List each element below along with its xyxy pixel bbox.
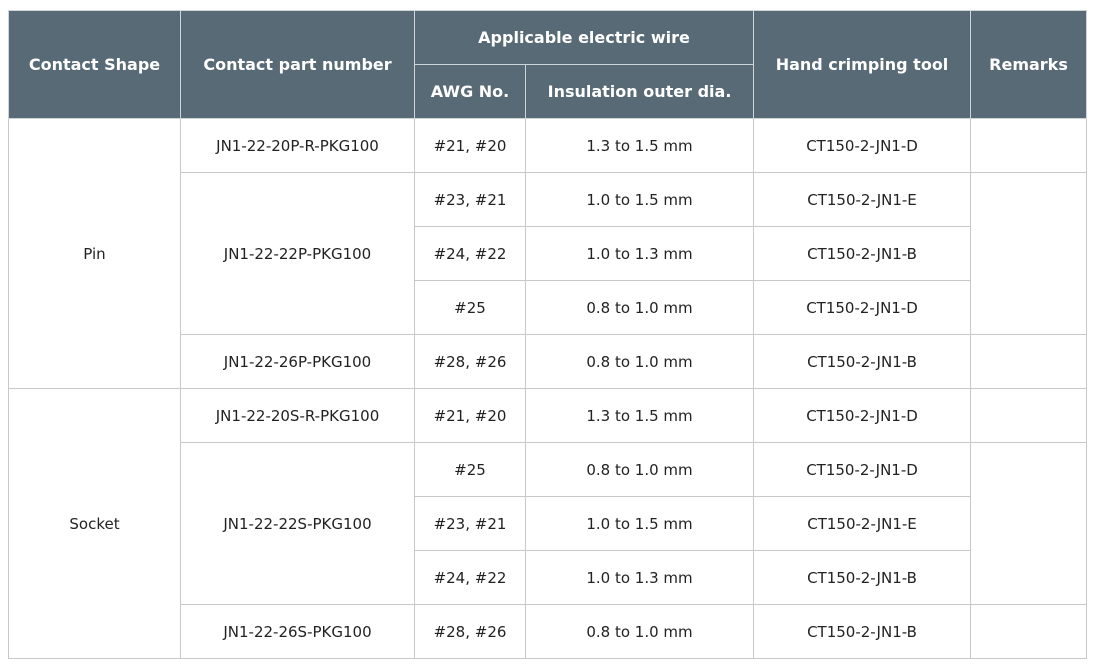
- awg-cell: #23, #21: [414, 496, 526, 551]
- awg-cell: #21, #20: [414, 388, 526, 443]
- crimping-tool-cell: CT150-2-JN1-D: [753, 388, 971, 443]
- contact-shape-cell: Pin: [8, 118, 181, 389]
- part-number-cell: JN1-22-20P-R-PKG100: [180, 118, 415, 173]
- header-contact-part-number: Contact part number: [180, 10, 415, 119]
- table-row: Socket JN1-22-20S-R-PKG100 #21, #20 1.3 to …: [8, 388, 1087, 659]
- header-awg: AWG No.: [414, 64, 526, 119]
- table-row: JN1-22-22P-PKG100 #23, #21 1.0 to 1.5 mm CT…: [9, 172, 1087, 335]
- crimping-tool-cell: CT150-2-JN1-B: [753, 334, 971, 389]
- awg-cell: #28, #26: [414, 334, 526, 389]
- part-number-cell: JN1-22-22P-PKG100: [180, 172, 415, 335]
- part-number-cell: JN1-22-22S-PKG100: [180, 442, 415, 605]
- table-row: Pin JN1-22-20P-R-PKG100 #21, #20 1.3 to 1.5…: [8, 118, 1087, 389]
- table-row: JN1-22-22S-PKG100 #25 0.8 to 1.0 mm CT150-2…: [9, 442, 1087, 605]
- table-row: #24, #22 1.0 to 1.3 mm CT150-2-JN1-B: [9, 226, 1087, 281]
- insulation-cell: 1.0 to 1.3 mm: [525, 226, 754, 281]
- insulation-cell: 1.3 to 1.5 mm: [525, 388, 754, 443]
- part-number-cell: JN1-22-20S-R-PKG100: [180, 388, 415, 443]
- crimping-tool-cell: CT150-2-JN1-E: [753, 496, 971, 551]
- insulation-cell: 0.8 to 1.0 mm: [525, 334, 754, 389]
- remarks-cell: [970, 388, 1087, 443]
- contact-shape-cell: Socket: [8, 388, 181, 659]
- insulation-cell: 0.8 to 1.0 mm: [525, 604, 754, 659]
- awg-cell: #23, #21: [414, 172, 526, 227]
- insulation-cell: 1.0 to 1.5 mm: [525, 496, 754, 551]
- table-row: #25 0.8 to 1.0 mm CT150-2-JN1-D: [9, 280, 1087, 335]
- remarks-cell: [970, 334, 1087, 389]
- insulation-cell: 1.0 to 1.3 mm: [525, 550, 754, 605]
- part-number-cell: JN1-22-26P-PKG100: [180, 334, 415, 389]
- crimping-tool-cell: CT150-2-JN1-D: [753, 442, 971, 497]
- awg-cell: #24, #22: [414, 550, 526, 605]
- contact-table: Contact Shape Contact part number Applic…: [8, 10, 1087, 659]
- header-applicable-wire: Applicable electric wire: [414, 10, 754, 65]
- crimping-tool-cell: CT150-2-JN1-D: [753, 280, 971, 335]
- table-row: #24, #22 1.0 to 1.3 mm CT150-2-JN1-B: [9, 550, 1087, 605]
- header-contact-shape: Contact Shape: [8, 10, 181, 119]
- crimping-tool-cell: CT150-2-JN1-B: [753, 550, 971, 605]
- table-row: JN1-22-26S-PKG100 #28, #26 0.8 to 1.0 mm CT…: [9, 604, 1087, 659]
- remarks-cell: [970, 604, 1087, 659]
- insulation-cell: 0.8 to 1.0 mm: [525, 280, 754, 335]
- insulation-cell: 1.0 to 1.5 mm: [525, 172, 754, 227]
- awg-cell: #21, #20: [414, 118, 526, 173]
- header-remarks: Remarks: [970, 10, 1087, 119]
- crimping-tool-cell: CT150-2-JN1-B: [753, 604, 971, 659]
- crimping-tool-cell: CT150-2-JN1-E: [753, 172, 971, 227]
- part-number-cell: JN1-22-26S-PKG100: [180, 604, 415, 659]
- awg-cell: #25: [414, 442, 526, 497]
- header-insulation: Insulation outer dia.: [525, 64, 754, 119]
- remarks-cell: [970, 442, 1087, 605]
- awg-cell: #28, #26: [414, 604, 526, 659]
- table-row: #23, #21 1.0 to 1.5 mm CT150-2-JN1-E: [9, 496, 1087, 551]
- remarks-cell: [970, 118, 1087, 173]
- crimping-tool-cell: CT150-2-JN1-B: [753, 226, 971, 281]
- crimping-tool-cell: CT150-2-JN1-D: [753, 118, 971, 173]
- awg-cell: #25: [414, 280, 526, 335]
- awg-cell: #24, #22: [414, 226, 526, 281]
- header-hand-crimping-tool: Hand crimping tool: [753, 10, 971, 119]
- table-row: JN1-22-26P-PKG100 #28, #26 0.8 to 1.0 mm CT…: [9, 334, 1087, 389]
- insulation-cell: 1.3 to 1.5 mm: [525, 118, 754, 173]
- insulation-cell: 0.8 to 1.0 mm: [525, 442, 754, 497]
- remarks-cell: [970, 172, 1087, 335]
